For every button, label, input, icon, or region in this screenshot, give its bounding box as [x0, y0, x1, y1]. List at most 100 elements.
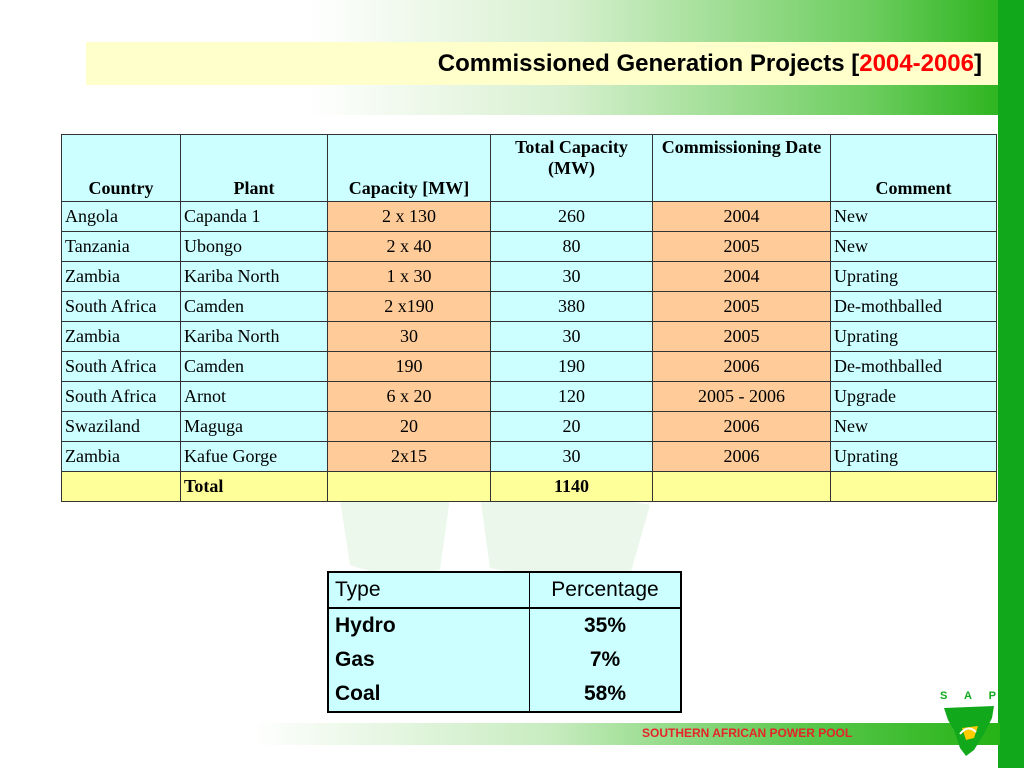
cell-capacity: 2 x 40: [327, 231, 491, 262]
generation-share-table: Type Percentage Hydro 35% Gas 7% Coal 58%: [327, 571, 682, 713]
cell-comment: Uprating: [830, 441, 997, 472]
share-percentage: 7%: [589, 648, 621, 671]
table-row: South Africa Camden 2 x190 380 2005 De-mothba…: [61, 291, 997, 322]
cell-capacity: 2 x190: [327, 291, 491, 322]
title-years: 2004-2006: [859, 50, 974, 77]
cell-plant: Capanda 1: [180, 201, 328, 232]
share-type: Coal: [328, 677, 530, 712]
sapp-watermark: [340, 489, 650, 577]
cell-plant: Kafue Gorge: [180, 441, 328, 472]
cell-capacity: 20: [327, 411, 491, 442]
cell-total-capacity: 380: [490, 291, 653, 322]
cell-total-capacity: 20: [490, 411, 653, 442]
slide-title: Commissioned Generation Projects [2004-2…: [438, 50, 982, 78]
africa-map-icon: [944, 706, 994, 756]
cell-total-capacity: 30: [490, 441, 653, 472]
cell-total-capacity: 260: [490, 201, 653, 232]
total-blank-2: [327, 471, 491, 502]
share-row: Hydro 35%: [328, 608, 681, 643]
cell-plant: Kariba North: [180, 321, 328, 352]
cell-country: South Africa: [61, 381, 181, 412]
cell-commissioning-date: 2004: [652, 261, 831, 292]
cell-total-capacity: 30: [490, 321, 653, 352]
share-header-percentage: Percentage: [529, 572, 681, 609]
share-percentage: 35%: [583, 614, 627, 637]
cell-comment: New: [830, 411, 997, 442]
cell-plant: Ubongo: [180, 231, 328, 262]
share-header-row: Type Percentage: [328, 572, 681, 609]
bottom-gradient-band: [0, 723, 1000, 745]
cell-commissioning-date: 2005: [652, 321, 831, 352]
cell-plant: Kariba North: [180, 261, 328, 292]
footer-organization: SOUTHERN AFRICAN POWER POOL: [642, 726, 853, 740]
logo-letters: S A P P: [940, 690, 1024, 702]
cell-comment: Uprating: [830, 261, 997, 292]
cell-comment: De-mothballed: [830, 351, 997, 382]
cell-country: South Africa: [61, 351, 181, 382]
table-row: Zambia Kariba North 1 x 30 30 2004 Uprating: [61, 261, 997, 292]
cell-commissioning-date: 2006: [652, 351, 831, 382]
right-green-bar: [998, 0, 1024, 768]
share-type: Hydro: [328, 608, 530, 643]
cell-country: Tanzania: [61, 231, 181, 262]
total-blank-4: [830, 471, 997, 502]
share-type: Gas: [328, 643, 530, 677]
table-row: Zambia Kariba North 30 30 2005 Uprating: [61, 321, 997, 352]
sapp-logo: S A P P: [934, 690, 1020, 760]
cell-plant: Camden: [180, 351, 328, 382]
cell-country: Zambia: [61, 321, 181, 352]
cell-comment: New: [830, 201, 997, 232]
cell-total-capacity: 80: [490, 231, 653, 262]
cell-commissioning-date: 2005: [652, 231, 831, 262]
header-comment: Comment: [830, 134, 997, 202]
share-percentage: 58%: [583, 682, 627, 705]
cell-total-capacity: 190: [490, 351, 653, 382]
share-table-body: Hydro 35% Gas 7% Coal 58%: [328, 608, 681, 712]
total-label: Total: [180, 471, 328, 502]
cell-capacity: 1 x 30: [327, 261, 491, 292]
cell-comment: Uprating: [830, 321, 997, 352]
table-row: South Africa Arnot 6 x 20 120 2005 - 2006 Upg…: [61, 381, 997, 412]
table-row: Swaziland Maguga 20 20 2006 New: [61, 411, 997, 442]
total-value: 1140: [490, 471, 653, 502]
title-close: ]: [974, 50, 982, 77]
header-capacity: Capacity [MW]: [327, 134, 491, 202]
total-blank-1: [61, 471, 181, 502]
cell-total-capacity: 30: [490, 261, 653, 292]
table-row: South Africa Camden 190 190 2006 De-mothballe…: [61, 351, 997, 382]
table-header-row: Country Plant Capacity [MW] Total Capaci…: [61, 134, 997, 202]
cell-plant: Arnot: [180, 381, 328, 412]
cell-plant: Camden: [180, 291, 328, 322]
table-total-row: Total 1140: [61, 471, 997, 502]
cell-commissioning-date: 2005: [652, 291, 831, 322]
cell-capacity: 6 x 20: [327, 381, 491, 412]
share-header-type: Type: [328, 572, 530, 609]
cell-comment: New: [830, 231, 997, 262]
header-commissioning-date: Commissioning Date: [652, 134, 831, 202]
cell-capacity: 30: [327, 321, 491, 352]
cell-commissioning-date: 2005 - 2006: [652, 381, 831, 412]
share-row: Gas 7%: [328, 643, 681, 677]
title-main: Commissioned Generation Projects [: [437, 50, 860, 77]
share-row: Coal 58%: [328, 677, 681, 712]
cell-comment: De-mothballed: [830, 291, 997, 322]
cell-commissioning-date: 2006: [652, 411, 831, 442]
generation-projects-table: Country Plant Capacity [MW] Total Capaci…: [61, 134, 997, 502]
cell-capacity: 2 x 130: [327, 201, 491, 232]
cell-comment: Upgrade: [830, 381, 997, 412]
table-row: Tanzania Ubongo 2 x 40 80 2005 New: [61, 231, 997, 262]
cell-commissioning-date: 2004: [652, 201, 831, 232]
cell-country: Angola: [61, 201, 181, 232]
cell-total-capacity: 120: [490, 381, 653, 412]
header-total-capacity: Total Capacity (MW): [490, 134, 653, 202]
total-blank-3: [652, 471, 831, 502]
header-country: Country: [61, 134, 181, 202]
cell-plant: Maguga: [180, 411, 328, 442]
cell-country: Zambia: [61, 441, 181, 472]
title-bar: [86, 42, 1000, 85]
cell-country: South Africa: [61, 291, 181, 322]
table-row: Zambia Kafue Gorge 2x15 30 2006 Uprating: [61, 441, 997, 472]
cell-country: Swaziland: [61, 411, 181, 442]
